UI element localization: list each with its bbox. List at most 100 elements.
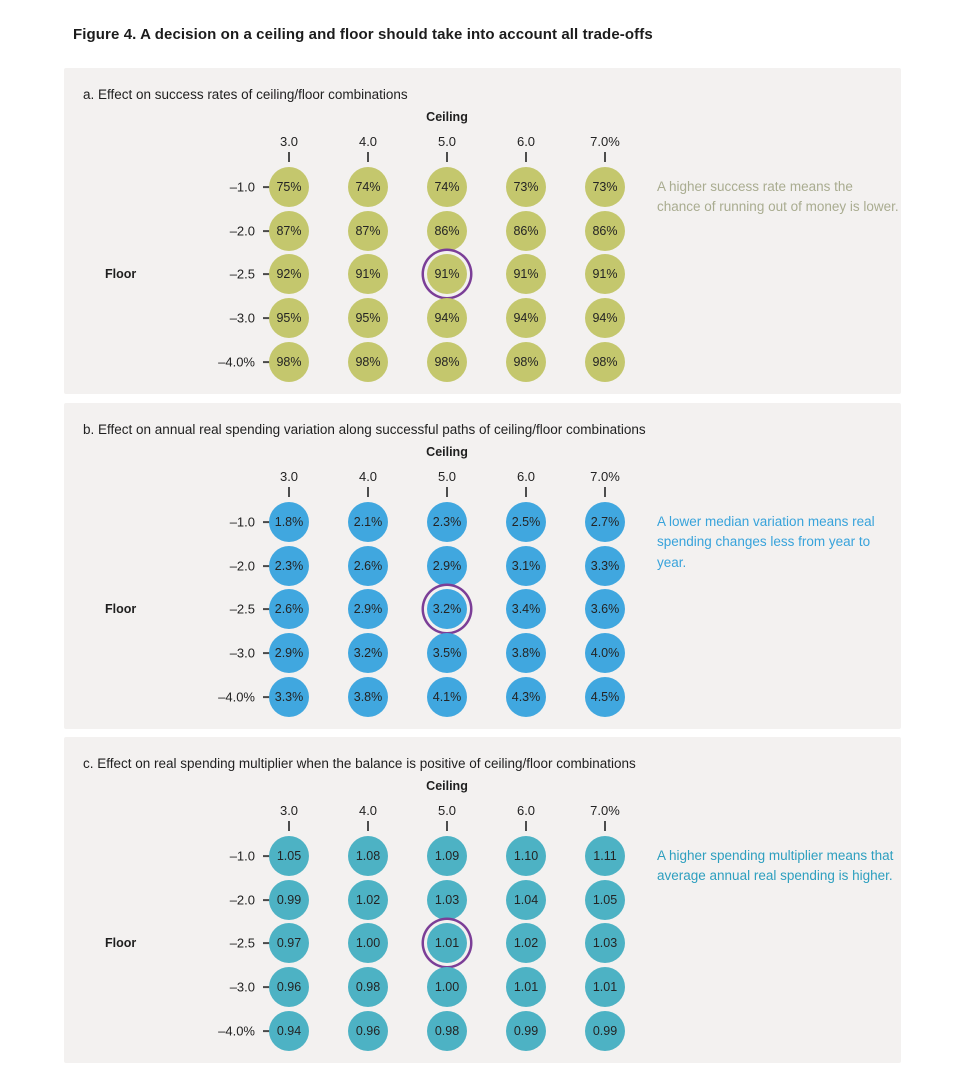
matrix-circle: 94% <box>585 298 625 338</box>
ceiling-tick-mark <box>367 487 369 497</box>
matrix-circle: 0.97 <box>269 923 309 963</box>
floor-tick-label: –2.0 <box>229 892 255 908</box>
floor-tick-label: –4.0% <box>218 689 255 705</box>
matrix-circle: 86% <box>506 211 546 251</box>
ceiling-axis-label: Ceiling <box>426 445 468 459</box>
matrix-circle: 98% <box>269 342 309 382</box>
ceiling-tick-label: 5.0 <box>437 134 457 149</box>
matrix-circle-highlighted: 91% <box>427 254 467 294</box>
matrix-circle: 74% <box>348 167 388 207</box>
ceiling-tick-mark <box>525 152 527 162</box>
matrix-circle: 2.3% <box>427 502 467 542</box>
matrix-circle: 4.3% <box>506 677 546 717</box>
ceiling-tick-label: 4.0 <box>358 803 378 818</box>
ceiling-tick-label: 7.0% <box>590 134 620 149</box>
matrix-circle: 1.00 <box>427 967 467 1007</box>
matrix-circle: 3.3% <box>269 677 309 717</box>
floor-tick-label: –2.0 <box>229 558 255 574</box>
floor-axis-label: Floor <box>105 267 137 281</box>
matrix-circle: 74% <box>427 167 467 207</box>
ceiling-tick-mark <box>288 821 290 831</box>
figure-title: Figure 4. A decision on a ceiling and fl… <box>73 26 653 43</box>
ceiling-tick-mark <box>446 487 448 497</box>
matrix-circle: 94% <box>427 298 467 338</box>
matrix-circle: 0.98 <box>427 1011 467 1051</box>
matrix-circle: 3.6% <box>585 589 625 629</box>
ceiling-tick-mark <box>525 821 527 831</box>
matrix-circle: 2.3% <box>269 546 309 586</box>
matrix-circle: 0.96 <box>348 1011 388 1051</box>
ceiling-tick-mark <box>604 152 606 162</box>
ceiling-tick-mark <box>288 152 290 162</box>
matrix-circle: 1.05 <box>585 880 625 920</box>
matrix-circle: 86% <box>427 211 467 251</box>
matrix-circle: 1.8% <box>269 502 309 542</box>
ceiling-tick-label: 4.0 <box>358 469 378 484</box>
matrix-circle: 1.02 <box>506 923 546 963</box>
ceiling-tick-label: 7.0% <box>590 803 620 818</box>
matrix-circle: 2.6% <box>348 546 388 586</box>
matrix-circle: 3.3% <box>585 546 625 586</box>
matrix-circle: 3.1% <box>506 546 546 586</box>
matrix-circle: 2.5% <box>506 502 546 542</box>
ceiling-tick-label: 6.0 <box>516 803 536 818</box>
matrix-circle: 86% <box>585 211 625 251</box>
ceiling-tick-label: 3.0 <box>279 469 299 484</box>
floor-axis-label: Floor <box>105 602 137 616</box>
ceiling-tick-label: 4.0 <box>358 134 378 149</box>
matrix-circle: 75% <box>269 167 309 207</box>
ceiling-tick-label: 6.0 <box>516 469 536 484</box>
matrix-circle: 91% <box>506 254 546 294</box>
matrix-circle: 98% <box>506 342 546 382</box>
matrix-circle: 1.02 <box>348 880 388 920</box>
matrix-circle: 3.8% <box>348 677 388 717</box>
matrix-circle: 1.04 <box>506 880 546 920</box>
matrix-circle: 0.99 <box>585 1011 625 1051</box>
matrix-circle: 3.5% <box>427 633 467 673</box>
ceiling-tick-label: 3.0 <box>279 134 299 149</box>
ceiling-tick-label: 5.0 <box>437 469 457 484</box>
matrix-circle: 2.6% <box>269 589 309 629</box>
ceiling-tick-mark <box>446 152 448 162</box>
ceiling-axis-label: Ceiling <box>426 779 468 793</box>
ceiling-tick-label: 6.0 <box>516 134 536 149</box>
ceiling-tick-mark <box>367 821 369 831</box>
matrix-circle: 2.7% <box>585 502 625 542</box>
matrix-circle: 94% <box>506 298 546 338</box>
matrix-circle: 1.03 <box>427 880 467 920</box>
matrix-circle: 2.1% <box>348 502 388 542</box>
ceiling-tick-label: 3.0 <box>279 803 299 818</box>
panel-b: b. Effect on annual real spending variat… <box>64 403 901 729</box>
floor-tick-label: –3.0 <box>229 310 255 326</box>
matrix-circle: 0.96 <box>269 967 309 1007</box>
matrix-circle: 0.98 <box>348 967 388 1007</box>
matrix-circle: 4.5% <box>585 677 625 717</box>
floor-tick-label: –3.0 <box>229 979 255 995</box>
floor-tick-label: –2.5 <box>229 935 255 951</box>
panel-a-annotation: A higher success rate means the chance o… <box>657 179 899 215</box>
matrix-circle: 4.1% <box>427 677 467 717</box>
matrix-circle: 1.08 <box>348 836 388 876</box>
floor-tick-label: –1.0 <box>229 179 255 195</box>
ceiling-tick-mark <box>288 487 290 497</box>
matrix-circle: 2.9% <box>427 546 467 586</box>
matrix-circle: 3.2% <box>348 633 388 673</box>
matrix-circle: 1.05 <box>269 836 309 876</box>
ceiling-tick-mark <box>604 487 606 497</box>
floor-axis-label: Floor <box>105 936 137 950</box>
matrix-circle: 4.0% <box>585 633 625 673</box>
matrix-circle: 95% <box>269 298 309 338</box>
matrix-circle: 91% <box>585 254 625 294</box>
ceiling-tick-label: 5.0 <box>437 803 457 818</box>
panel-c: c. Effect on real spending multiplier wh… <box>64 737 901 1063</box>
matrix-circle-highlighted: 1.01 <box>427 923 467 963</box>
matrix-circle: 87% <box>269 211 309 251</box>
panel-a-title: a. Effect on success rates of ceiling/fl… <box>83 87 408 102</box>
ceiling-tick-mark <box>446 821 448 831</box>
matrix-circle: 98% <box>348 342 388 382</box>
ceiling-tick-mark <box>525 487 527 497</box>
matrix-circle: 3.4% <box>506 589 546 629</box>
matrix-circle: 87% <box>348 211 388 251</box>
matrix-circle: 1.01 <box>506 967 546 1007</box>
